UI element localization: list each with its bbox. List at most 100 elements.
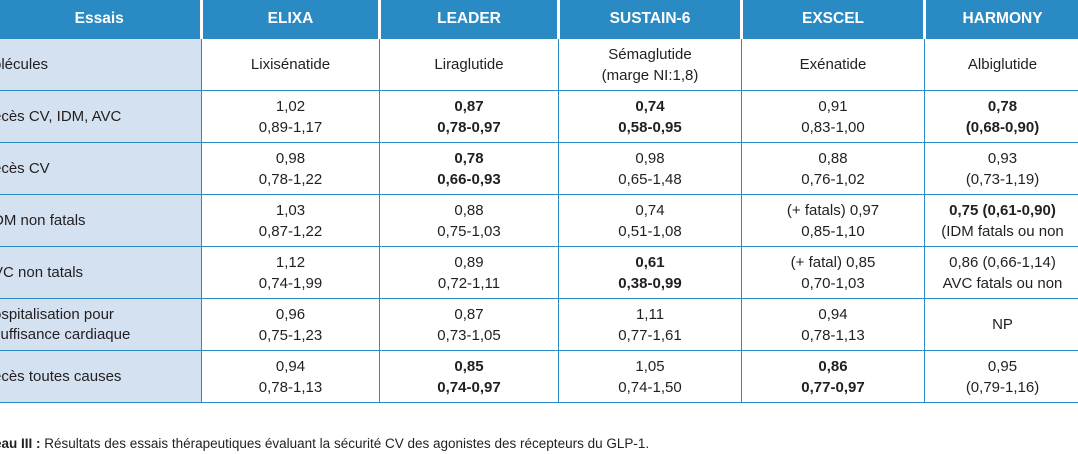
cell-interval: 0,75-1,23 [258, 326, 323, 344]
cell-interval: (0,73-1,19) [965, 170, 1040, 188]
table-row: DM non fatals 1,03 0,87-1,22 0,88 0,75-1,03 0… [0, 194, 1078, 247]
cell-value: 0,93 [987, 149, 1018, 167]
table-cell: 0,85 0,74-0,97 [379, 350, 559, 403]
table-cell: Exénatide [741, 37, 925, 91]
cell-interval: (0,68-0,90) [965, 118, 1040, 136]
table-cell: 1,02 0,89-1,17 [201, 90, 380, 143]
table-cell: 0,98 0,65-1,48 [558, 142, 742, 195]
table-cell: 0,89 0,72-1,11 [379, 246, 559, 299]
cell-value: Exénatide [799, 56, 867, 73]
cell-interval: 0,77-1,61 [618, 326, 682, 344]
cell-value: 1,03 [275, 201, 306, 219]
table-cell: 0,94 0,78-1,13 [201, 350, 380, 403]
table-row: olécules Lixisénatide Liraglutide Sémagluti… [0, 37, 1078, 91]
cell-value: 0,87 [454, 97, 484, 115]
cell-value: Lixisénatide [250, 56, 331, 73]
cell-value: (+ fatal) 0,85 [790, 253, 876, 271]
table-cell: Lixisénatide [201, 37, 380, 91]
cell-value: Sémaglutide [608, 45, 692, 63]
row-label: écès CV, IDM, AVC [0, 90, 202, 143]
cell-interval: 0,58-0,95 [618, 118, 682, 136]
table-cell: Sémaglutide (marge NI:1,8) [558, 37, 742, 91]
cell-value: Liraglutide [434, 56, 504, 73]
row-label: écès toutes causes [0, 350, 202, 403]
row-label-text-line2: suffisance cardiaque [0, 325, 131, 343]
cell-interval: 0,51-1,08 [618, 222, 682, 240]
table-row: VC non tatals 1,12 0,74-1,99 0,89 0,72-1,11 0… [0, 246, 1078, 299]
cell-interval: 0,78-1,13 [801, 326, 865, 344]
table-cell: 0,75 (0,61-0,90) (IDM fatals ou non [924, 194, 1078, 247]
header-leader: LEADER [379, 0, 560, 38]
cell-interval: 0,77-0,97 [801, 378, 865, 396]
table-cell: 0,88 0,76-1,02 [741, 142, 925, 195]
table-cell: 0,88 0,75-1,03 [379, 194, 559, 247]
cell-interval: 0,73-1,05 [437, 326, 501, 344]
header-sustain-6: SUSTAIN-6 [558, 0, 743, 38]
cell-interval: 0,74-1,99 [258, 274, 323, 292]
table-caption: eau III : Résultats des essais thérapeut… [0, 436, 649, 451]
cell-value: 0,94 [275, 357, 306, 375]
cell-value: 0,78 [454, 149, 484, 167]
cell-interval: 0,78-1,22 [258, 170, 323, 188]
table-cell: 0,78 0,66-0,93 [379, 142, 559, 195]
table-row: écès CV, IDM, AVC 1,02 0,89-1,17 0,87 0,78-0… [0, 90, 1078, 143]
cell-value: (+ fatals) 0,97 [786, 201, 880, 219]
row-label: VC non tatals [0, 246, 202, 299]
cell-interval: 0,38-0,99 [618, 274, 682, 292]
caption-text: Résultats des essais thérapeutiques éval… [40, 436, 650, 451]
table-cell: 1,12 0,74-1,99 [201, 246, 380, 299]
cell-value: 0,85 [454, 357, 484, 375]
cell-interval: 0,78-0,97 [437, 118, 501, 136]
cell-value: NP [992, 316, 1013, 333]
table-cell: 1,05 0,74-1,50 [558, 350, 742, 403]
cell-interval: 0,87-1,22 [258, 222, 323, 240]
header-exscel: EXSCEL [741, 0, 926, 38]
table-cell: NP [924, 298, 1078, 351]
cell-value: 0,61 [635, 253, 665, 271]
cell-value: 0,86 (0,66-1,14) [949, 253, 1056, 271]
table-cell: 0,74 0,51-1,08 [558, 194, 742, 247]
row-label: ospitalisation pour suffisance cardiaque [0, 298, 202, 351]
table-cell: 1,11 0,77-1,61 [558, 298, 742, 351]
cell-value: 0,74 [635, 97, 665, 115]
results-table-container: Essais ELIXA LEADER SUSTAIN-6 EXSCEL HAR… [0, 0, 1078, 403]
cell-interval: 0,70-1,03 [801, 274, 865, 292]
row-label: DM non fatals [0, 194, 202, 247]
cell-interval: AVC fatals ou non [942, 274, 1063, 292]
caption-label: eau III : [0, 436, 41, 451]
row-label: écès CV [0, 142, 202, 195]
cell-value: 0,88 [454, 201, 484, 219]
table-cell: Albiglutide [924, 37, 1078, 91]
row-label-text: olécules [0, 55, 49, 73]
cell-interval: 0,66-0,93 [437, 170, 501, 188]
cell-interval: 0,78-1,13 [258, 378, 323, 396]
cell-interval: 0,74-0,97 [437, 378, 501, 396]
table-cell: 0,87 0,73-1,05 [379, 298, 559, 351]
cell-interval: 0,85-1,10 [801, 222, 865, 240]
cell-interval: (IDM fatals ou non [941, 222, 1064, 240]
row-label-text: DM non fatals [0, 211, 86, 229]
header-elixa: ELIXA [201, 0, 381, 38]
header-row: Essais ELIXA LEADER SUSTAIN-6 EXSCEL HAR… [0, 0, 1078, 38]
cell-interval: (0,79-1,16) [965, 378, 1040, 396]
table-cell: 0,98 0,78-1,22 [201, 142, 380, 195]
cell-interval: 0,83-1,00 [801, 118, 865, 136]
table-cell: (+ fatals) 0,97 0,85-1,10 [741, 194, 925, 247]
cell-interval: 0,72-1,11 [437, 274, 501, 292]
table-row: écès toutes causes 0,94 0,78-1,13 0,85 0,74-… [0, 350, 1078, 403]
table-cell: 1,03 0,87-1,22 [201, 194, 380, 247]
cell-value: 1,11 [635, 305, 665, 323]
table-cell: 0,86 (0,66-1,14) AVC fatals ou non [924, 246, 1078, 299]
table-cell: 0,86 0,77-0,97 [741, 350, 925, 403]
cell-value: 1,02 [275, 97, 306, 115]
cell-value: Albiglutide [967, 56, 1038, 73]
cell-interval: 0,76-1,02 [801, 170, 865, 188]
table-cell: 0,94 0,78-1,13 [741, 298, 925, 351]
cell-value: 1,05 [635, 357, 665, 375]
row-label-text: écès CV [0, 159, 50, 177]
cell-interval: 0,89-1,17 [258, 118, 323, 136]
cell-value: 0,75 (0,61-0,90) [949, 201, 1056, 219]
cell-interval: 0,74-1,50 [618, 378, 682, 396]
cell-value: 0,94 [818, 305, 848, 323]
cell-value: 0,91 [818, 97, 848, 115]
